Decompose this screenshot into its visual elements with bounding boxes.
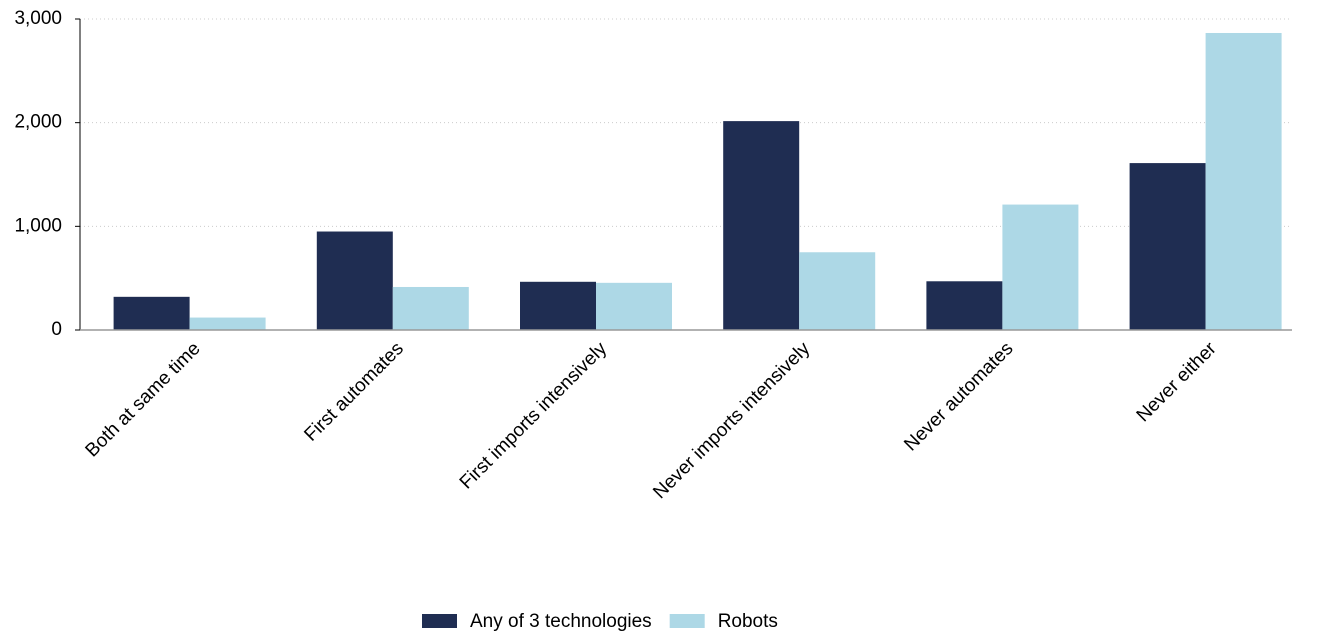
bar (113, 296, 190, 330)
x-tick-label: Both at same time (82, 338, 205, 461)
y-tick-label: 2,000 (14, 112, 62, 133)
x-tick-label: First imports intensively (456, 338, 612, 494)
bar (392, 286, 469, 330)
bar (596, 282, 672, 330)
bar (520, 281, 596, 330)
legend-label: Robots (718, 611, 778, 632)
y-tick-label: 1,000 (14, 215, 62, 236)
bar (723, 121, 800, 330)
x-tick-label: First automates (300, 338, 407, 445)
bar (316, 231, 393, 330)
y-tick-label: 0 (51, 319, 62, 340)
bar (1129, 163, 1206, 330)
x-tick-label: Never imports intensively (649, 338, 814, 503)
x-tick-label: Never automates (900, 338, 1017, 455)
legend-swatch (422, 614, 457, 628)
y-tick-label: 3,000 (14, 8, 62, 29)
bar (799, 252, 876, 330)
x-tick-label: Never either (1133, 338, 1222, 427)
bar (1205, 32, 1282, 331)
bar (1002, 204, 1079, 330)
bar (189, 317, 266, 330)
legend-swatch (669, 614, 705, 628)
legend-label: Any of 3 technologies (470, 611, 652, 632)
bar (926, 281, 1003, 330)
